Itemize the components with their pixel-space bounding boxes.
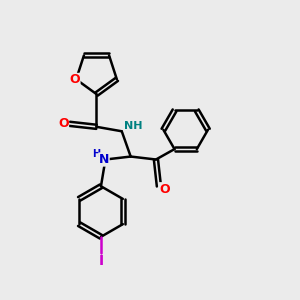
Text: NH: NH [124, 121, 142, 131]
Text: O: O [58, 117, 68, 130]
Text: O: O [160, 183, 170, 196]
Text: H: H [92, 149, 100, 159]
Text: N: N [99, 153, 109, 166]
Text: I: I [98, 254, 104, 268]
Text: O: O [69, 74, 80, 86]
